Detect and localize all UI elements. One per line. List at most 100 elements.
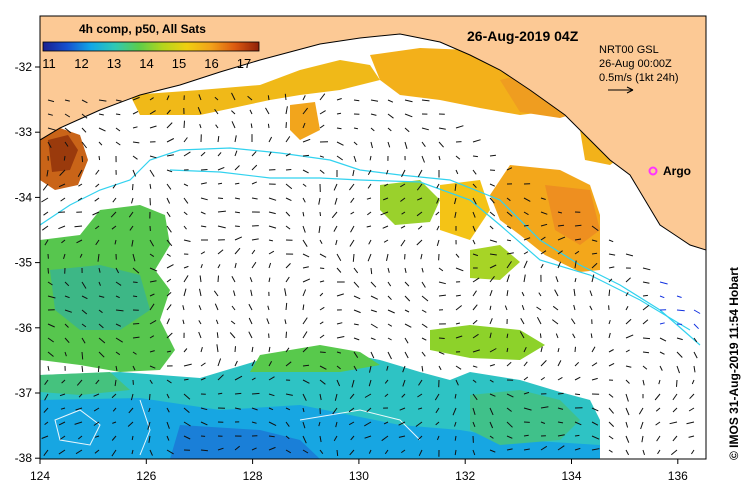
velocity-vector bbox=[302, 122, 306, 129]
velocity-vector bbox=[200, 377, 206, 381]
velocity-vector bbox=[669, 421, 678, 425]
velocity-vector bbox=[267, 95, 270, 101]
velocity-vector bbox=[319, 292, 324, 297]
velocity-vector bbox=[251, 197, 258, 200]
velocity-vector bbox=[455, 294, 461, 297]
velocity-vector bbox=[247, 95, 253, 101]
velocity-vector bbox=[370, 323, 378, 329]
velocity-vector bbox=[438, 351, 445, 355]
velocity-vector bbox=[387, 281, 392, 287]
velocity-vector bbox=[285, 361, 292, 367]
velocity-vector bbox=[319, 393, 322, 401]
velocity-vector bbox=[319, 110, 326, 115]
velocity-vector bbox=[455, 365, 462, 370]
velocity-vector bbox=[200, 182, 207, 185]
velocity-vector bbox=[217, 392, 223, 395]
velocity-vector bbox=[200, 211, 206, 215]
velocity-vector bbox=[234, 182, 240, 185]
velocity-vector bbox=[285, 347, 290, 353]
velocity-vector bbox=[319, 239, 323, 244]
velocity-vector bbox=[382, 225, 389, 229]
velocity-vector bbox=[350, 211, 355, 215]
velocity-vector bbox=[166, 169, 173, 173]
velocity-vector bbox=[166, 407, 170, 413]
velocity-vector bbox=[285, 106, 288, 115]
velocity-vector bbox=[336, 98, 342, 101]
velocity-vector bbox=[658, 379, 661, 385]
velocity-vector bbox=[523, 260, 528, 269]
velocity-vector bbox=[472, 349, 480, 353]
velocity-vector bbox=[336, 127, 342, 130]
velocity-vector bbox=[523, 448, 530, 451]
velocity-vector bbox=[557, 347, 560, 353]
velocity-vector bbox=[401, 449, 406, 454]
velocity-vector bbox=[60, 435, 66, 440]
velocity-vector bbox=[591, 421, 599, 426]
velocity-vector bbox=[75, 449, 83, 455]
velocity-vector bbox=[455, 169, 459, 175]
velocity-vector bbox=[489, 318, 493, 325]
velocity-vector bbox=[506, 393, 514, 398]
velocity-vector bbox=[506, 333, 509, 339]
velocity-vector bbox=[217, 374, 224, 381]
velocity-vector bbox=[114, 239, 117, 245]
velocity-vector bbox=[472, 365, 478, 368]
velocity-vector bbox=[387, 309, 395, 314]
velocity-vector bbox=[166, 264, 174, 269]
velocity-vector bbox=[302, 407, 305, 413]
velocity-vector bbox=[47, 323, 55, 328]
velocity-vector bbox=[166, 122, 173, 129]
velocity-vector bbox=[655, 407, 661, 412]
velocity-vector bbox=[506, 239, 512, 242]
velocity-vector bbox=[285, 136, 291, 143]
velocity-vector bbox=[591, 252, 598, 255]
velocity-vector bbox=[608, 435, 614, 440]
velocity-vector bbox=[319, 124, 325, 129]
velocity-vector bbox=[590, 333, 593, 339]
velocity-vector bbox=[81, 155, 84, 163]
velocity-vector bbox=[472, 139, 481, 143]
velocity-vector bbox=[690, 449, 695, 455]
velocity-vector bbox=[574, 447, 581, 451]
velocity-vector bbox=[166, 421, 170, 429]
velocity-vector bbox=[149, 183, 152, 189]
velocity-vector bbox=[349, 449, 355, 456]
velocity-vector bbox=[132, 281, 138, 283]
velocity-vector bbox=[336, 322, 343, 325]
velocity-vector bbox=[472, 277, 480, 283]
velocity-vector bbox=[574, 376, 581, 381]
velocity-vector bbox=[557, 360, 562, 367]
velocity-vector bbox=[364, 393, 372, 398]
argo-marker bbox=[648, 166, 658, 176]
sst-field bbox=[40, 48, 630, 459]
velocity-vector bbox=[97, 253, 100, 262]
velocity-vector bbox=[200, 169, 208, 171]
velocity-vector bbox=[387, 113, 394, 119]
velocity-vector bbox=[285, 331, 287, 339]
velocity-vector bbox=[183, 225, 187, 230]
velocity-vector bbox=[132, 169, 137, 177]
velocity-vector bbox=[41, 435, 49, 439]
velocity-vector bbox=[370, 141, 373, 149]
velocity-vector bbox=[574, 434, 580, 437]
velocity-vector bbox=[149, 449, 153, 456]
velocity-vector bbox=[132, 267, 140, 274]
velocity-vector bbox=[94, 225, 100, 230]
velocity-vector bbox=[285, 393, 293, 396]
velocity-vector bbox=[489, 253, 497, 256]
y-tick-label: -38 bbox=[15, 451, 33, 465]
velocity-vector bbox=[540, 360, 547, 367]
velocity-vector bbox=[540, 236, 546, 241]
velocity-vector bbox=[98, 309, 103, 314]
velocity-vector bbox=[353, 155, 357, 163]
velocity-vector bbox=[454, 183, 457, 191]
velocity-vector bbox=[689, 393, 695, 400]
velocity-vector bbox=[336, 351, 342, 354]
velocity-vector bbox=[349, 393, 355, 400]
velocity-vector bbox=[234, 375, 243, 381]
velocity-vector bbox=[214, 303, 219, 311]
velocity-vector bbox=[285, 435, 290, 440]
velocity-vector bbox=[472, 319, 478, 325]
velocity-vector bbox=[438, 294, 446, 297]
velocity-vector bbox=[114, 379, 117, 387]
